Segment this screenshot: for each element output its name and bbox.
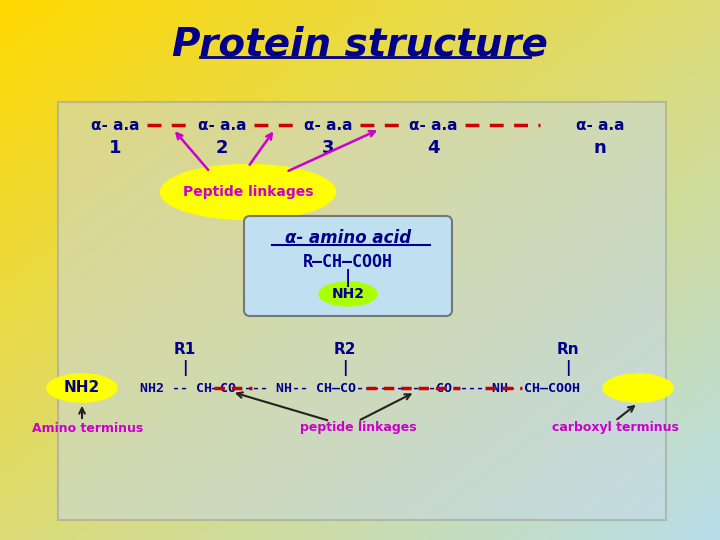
Text: α- amino acid: α- amino acid	[285, 229, 411, 247]
Ellipse shape	[47, 374, 117, 402]
Text: R2: R2	[334, 342, 356, 357]
Text: peptide linkages: peptide linkages	[300, 422, 416, 435]
Ellipse shape	[161, 165, 336, 219]
Text: α- a.a: α- a.a	[409, 118, 457, 132]
Text: α- a.a: α- a.a	[91, 118, 139, 132]
Text: α- a.a: α- a.a	[198, 118, 246, 132]
Text: n: n	[593, 139, 606, 157]
Text: R1: R1	[174, 342, 196, 357]
FancyBboxPatch shape	[244, 216, 452, 316]
Text: |: |	[565, 360, 571, 376]
Text: α- a.a: α- a.a	[576, 118, 624, 132]
Text: Protein structure: Protein structure	[172, 25, 548, 63]
Text: Rn: Rn	[557, 342, 580, 357]
Text: |: |	[342, 360, 348, 376]
Ellipse shape	[319, 282, 377, 306]
Text: carboxyl terminus: carboxyl terminus	[552, 422, 678, 435]
Text: 3: 3	[322, 139, 334, 157]
Text: NH2 -- CH—CO---- NH-- CH—CO----------CO---- NH- CH—COOH: NH2 -- CH—CO---- NH-- CH—CO----------CO-…	[140, 381, 580, 395]
Text: |: |	[345, 269, 351, 287]
Text: α- a.a: α- a.a	[304, 118, 352, 132]
Text: Amino terminus: Amino terminus	[32, 422, 143, 435]
Text: |: |	[182, 360, 188, 376]
Ellipse shape	[603, 374, 673, 402]
Text: 1: 1	[109, 139, 121, 157]
FancyBboxPatch shape	[58, 102, 666, 520]
Text: R—CH—COOH: R—CH—COOH	[303, 253, 393, 271]
Text: Peptide linkages: Peptide linkages	[183, 185, 313, 199]
Text: NH2: NH2	[64, 381, 100, 395]
Text: 4: 4	[427, 139, 439, 157]
Text: 2: 2	[216, 139, 228, 157]
Text: NH2: NH2	[331, 287, 364, 301]
